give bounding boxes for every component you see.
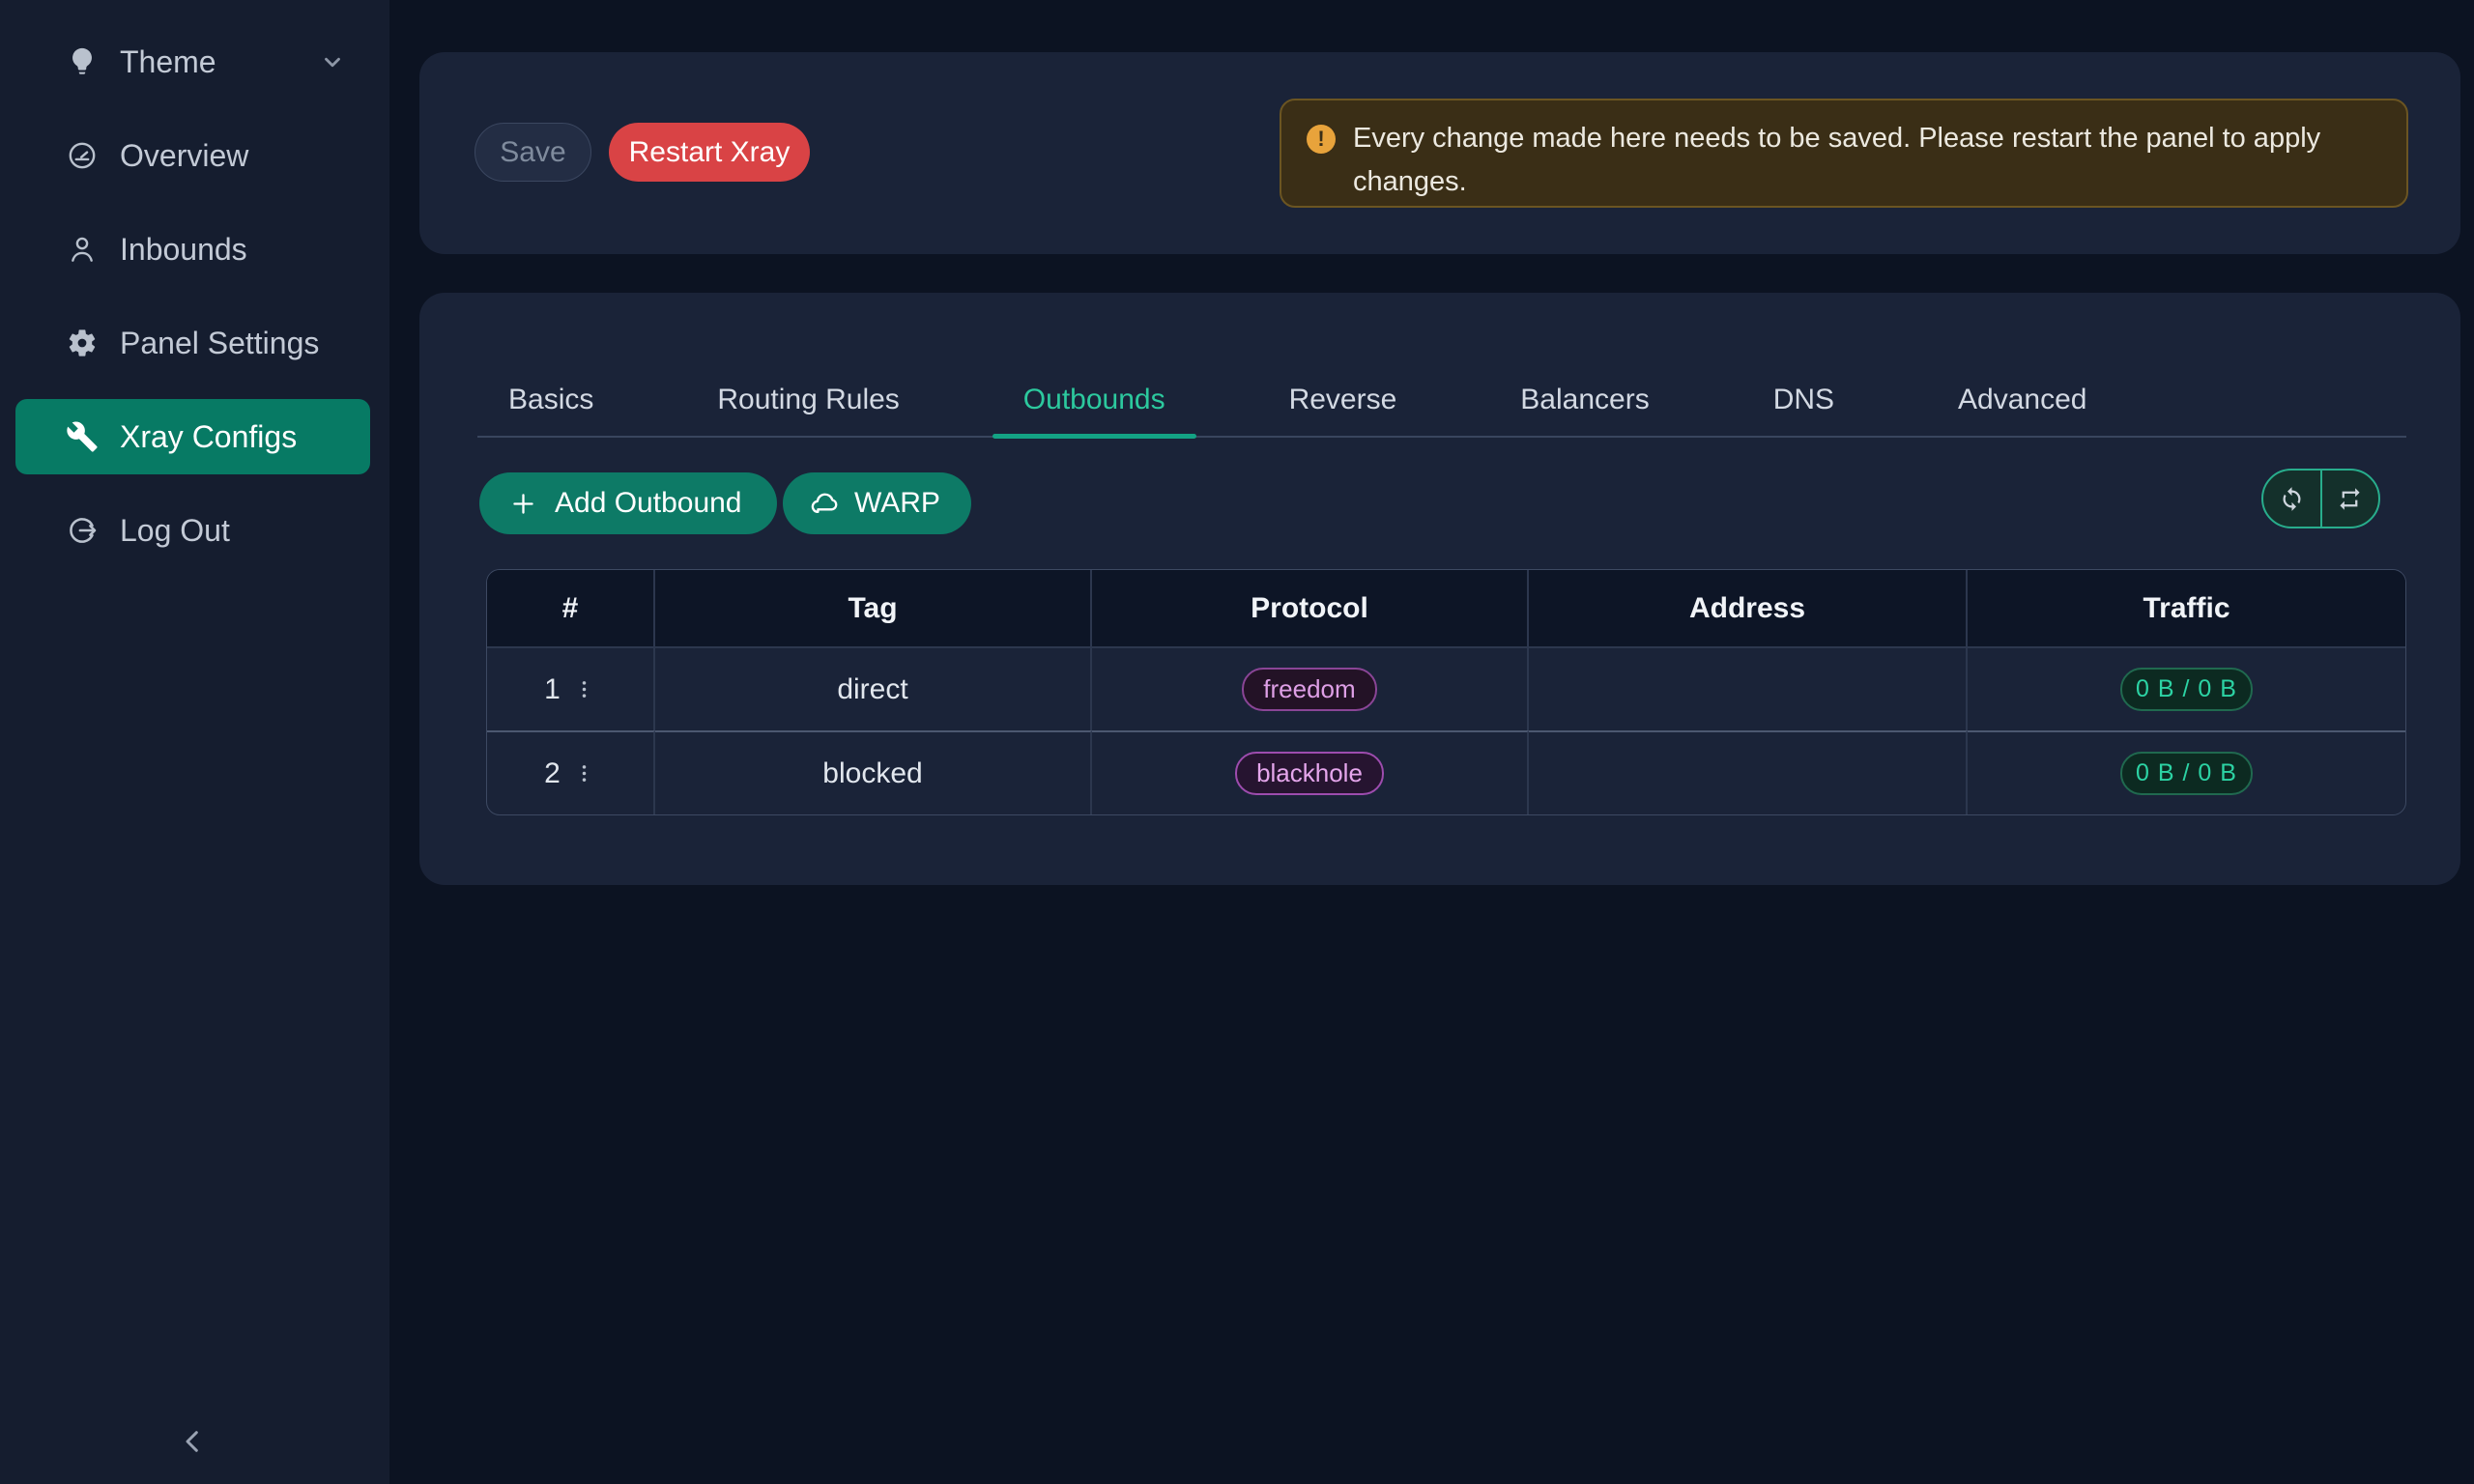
tab-balancers[interactable]: Balancers bbox=[1520, 384, 1650, 415]
table-cell-tag: blocked bbox=[655, 730, 1092, 814]
cloud-icon bbox=[810, 489, 840, 519]
row-menu-icon[interactable] bbox=[572, 677, 596, 701]
table-cell-traffic: 0 B / 0 B bbox=[1968, 646, 2405, 730]
sidebar-collapse-button[interactable] bbox=[172, 1420, 215, 1463]
sync-icon bbox=[2279, 486, 2305, 512]
restart-alert: ! Every change made here needs to be sav… bbox=[1280, 99, 2408, 208]
add-outbound-button[interactable]: Add Outbound bbox=[479, 472, 777, 534]
sidebar: Theme Overview Inbounds Panel Settings bbox=[0, 0, 389, 1484]
row-menu-icon[interactable] bbox=[572, 761, 596, 785]
repeat-icon bbox=[2337, 486, 2363, 512]
protocol-badge: blackhole bbox=[1235, 752, 1384, 795]
sidebar-item-label: Overview bbox=[120, 137, 249, 173]
table-cell-traffic: 0 B / 0 B bbox=[1968, 730, 2405, 814]
sidebar-item-label: Panel Settings bbox=[120, 325, 320, 360]
gauge-icon bbox=[66, 139, 99, 172]
warning-icon: ! bbox=[1307, 125, 1336, 154]
tab-routing-rules[interactable]: Routing Rules bbox=[717, 384, 900, 415]
save-button[interactable]: Save bbox=[475, 123, 591, 182]
column-header: Protocol bbox=[1092, 570, 1529, 646]
tab-basics[interactable]: Basics bbox=[508, 384, 594, 415]
tab-advanced[interactable]: Advanced bbox=[1958, 384, 2087, 415]
chevron-left-icon bbox=[178, 1426, 209, 1457]
sidebar-item-overview[interactable]: Overview bbox=[15, 118, 370, 193]
reset-traffic-button[interactable] bbox=[2319, 471, 2379, 527]
chevron-down-icon bbox=[320, 49, 345, 74]
sidebar-item-label: Theme bbox=[120, 43, 216, 79]
column-header: # bbox=[487, 570, 655, 646]
table-row-index: 1 bbox=[487, 646, 655, 730]
gear-icon bbox=[66, 327, 99, 359]
table-cell-tag: direct bbox=[655, 646, 1092, 730]
traffic-badge: 0 B / 0 B bbox=[2120, 668, 2253, 711]
refresh-button-group bbox=[2261, 469, 2380, 528]
column-header: Address bbox=[1529, 570, 1968, 646]
table-cell-address bbox=[1529, 730, 1968, 814]
sidebar-item-panel-settings[interactable]: Panel Settings bbox=[15, 305, 370, 381]
tab-dns[interactable]: DNS bbox=[1772, 384, 1835, 415]
tab-outbounds[interactable]: Outbounds bbox=[992, 364, 1196, 439]
sidebar-item-inbounds[interactable]: Inbounds bbox=[15, 212, 370, 287]
column-header: Traffic bbox=[1968, 570, 2405, 646]
table-cell-address bbox=[1529, 646, 1968, 730]
table-cell-protocol: freedom bbox=[1092, 646, 1529, 730]
table-row-index: 2 bbox=[487, 730, 655, 814]
sidebar-item-label: Inbounds bbox=[120, 231, 247, 267]
restart-xray-button[interactable]: Restart Xray bbox=[609, 123, 810, 182]
sidebar-item-theme[interactable]: Theme bbox=[15, 24, 370, 100]
table-cell-protocol: blackhole bbox=[1092, 730, 1529, 814]
sidebar-item-label: Log Out bbox=[120, 512, 230, 548]
column-header: Tag bbox=[655, 570, 1092, 646]
tab-bar: Basics Routing Rules Outbounds Reverse B… bbox=[477, 364, 2406, 439]
bulb-icon bbox=[66, 45, 99, 78]
config-card: Basics Routing Rules Outbounds Reverse B… bbox=[419, 293, 2460, 885]
alert-text: Every change made here needs to be saved… bbox=[1353, 123, 2321, 197]
actions-card: Save Restart Xray ! Every change made he… bbox=[419, 52, 2460, 254]
plus-icon bbox=[508, 489, 538, 519]
reload-outbounds-button[interactable] bbox=[2263, 471, 2320, 527]
add-outbound-label: Add Outbound bbox=[555, 487, 742, 519]
wrench-icon bbox=[66, 420, 99, 453]
sidebar-item-xray-configs[interactable]: Xray Configs bbox=[15, 399, 370, 474]
user-icon bbox=[66, 233, 99, 266]
tab-reverse[interactable]: Reverse bbox=[1288, 384, 1397, 415]
protocol-badge: freedom bbox=[1242, 668, 1377, 711]
sidebar-item-label: Xray Configs bbox=[120, 418, 298, 454]
traffic-badge: 0 B / 0 B bbox=[2120, 752, 2253, 795]
sidebar-item-log-out[interactable]: Log Out bbox=[15, 493, 370, 568]
main-content: Save Restart Xray ! Every change made he… bbox=[389, 0, 2474, 1484]
outbounds-table: # Tag Protocol Address Traffic 1 direct … bbox=[486, 569, 2406, 815]
logout-icon bbox=[66, 514, 99, 547]
warp-button[interactable]: WARP bbox=[783, 472, 971, 534]
warp-label: WARP bbox=[854, 487, 940, 519]
